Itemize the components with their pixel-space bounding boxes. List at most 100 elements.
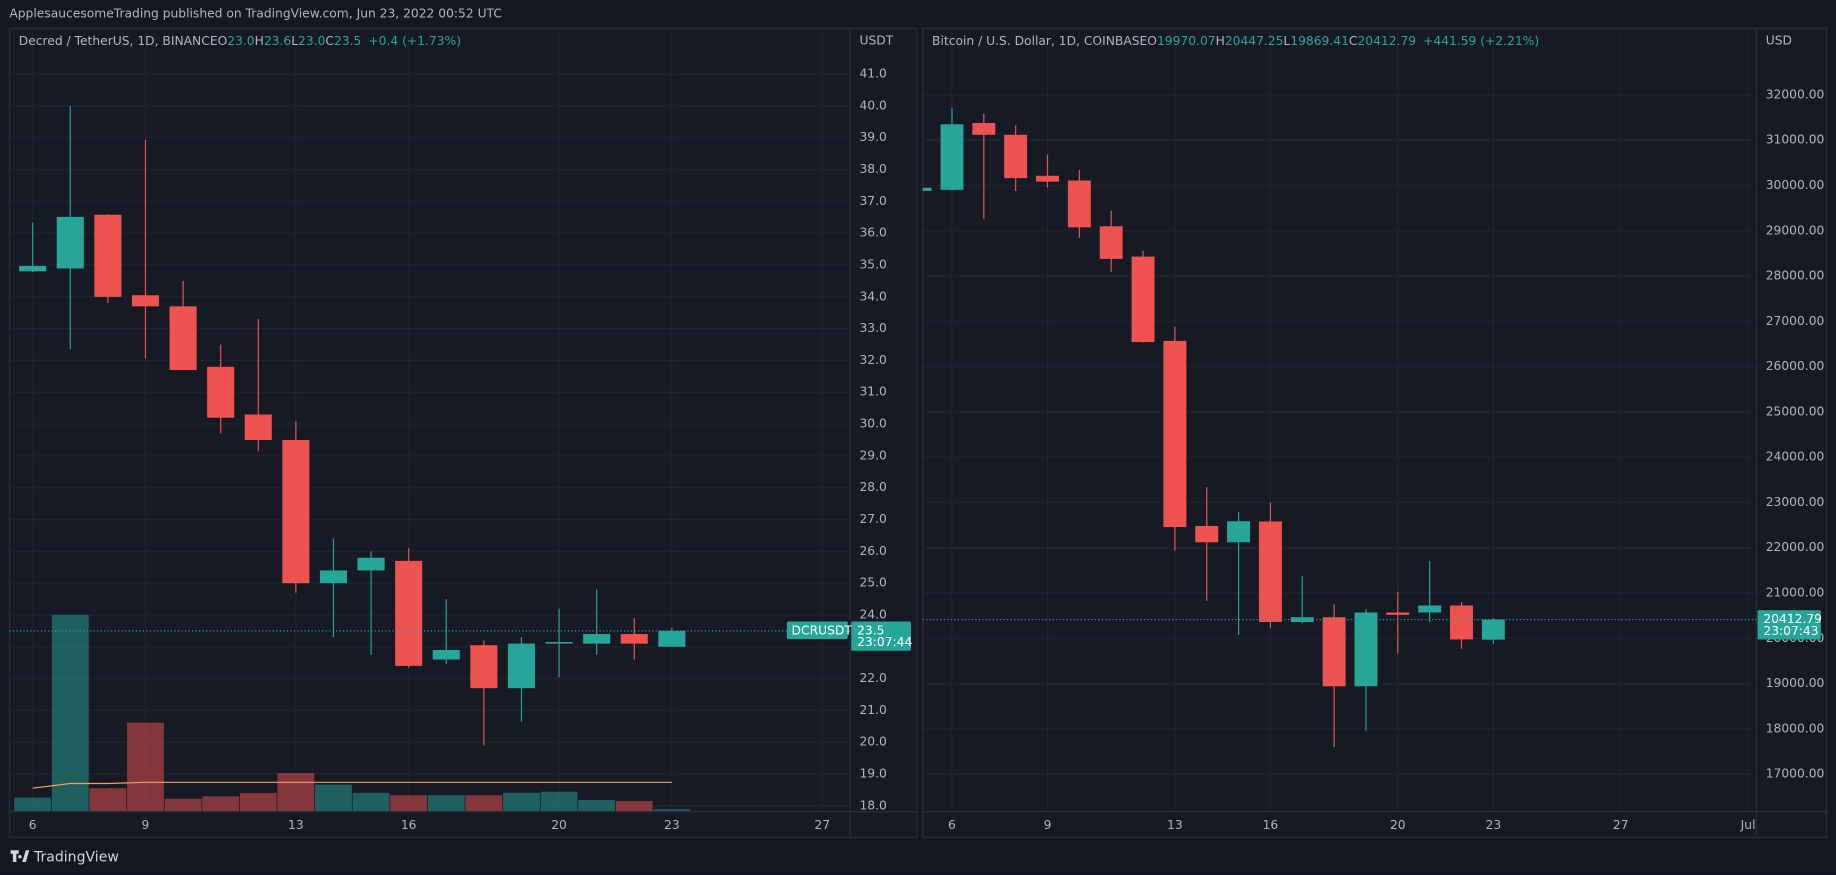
published-note: ApplesaucesomeTrading published on Tradi… [9, 7, 502, 21]
candle-body [545, 642, 573, 644]
legend-title: Bitcoin / U.S. Dollar, 1D, COINBASE [932, 34, 1147, 48]
candle-body [1322, 617, 1346, 687]
logo [10, 850, 30, 862]
candle-body [395, 560, 423, 666]
last-price-label: 20412.79 [1763, 612, 1822, 626]
candle-body [583, 634, 611, 644]
candle-body [357, 557, 385, 571]
brand: TradingView [33, 849, 119, 865]
legend-key: L [1283, 34, 1290, 48]
x-tick-label: 20 [551, 818, 567, 832]
plot [922, 28, 1757, 812]
volume-bar [578, 799, 616, 812]
candle-body [432, 649, 460, 660]
x-tick-label: 27 [1613, 818, 1629, 832]
axis-unit: USDT [859, 34, 893, 48]
y-tick-label: 40.0 [859, 98, 886, 112]
y-tick-label: 29.0 [859, 448, 886, 462]
x-tick-label: 13 [1167, 818, 1183, 832]
candle-body [470, 645, 498, 689]
candle-body [972, 123, 996, 135]
y-tick-label: 21000.00 [1766, 586, 1825, 600]
y-tick-label: 22.0 [859, 671, 886, 685]
legend-key: C [325, 34, 334, 48]
volume-bar [352, 792, 390, 812]
legend-value: 20412.79 [1357, 34, 1416, 48]
legend-key: O [218, 34, 228, 48]
x-tick-label: 9 [142, 818, 150, 832]
x-tick-label: 27 [814, 818, 830, 832]
candle-body [1386, 612, 1410, 615]
x-tick-label: 16 [401, 818, 417, 832]
legend-value: 23.0 [298, 34, 325, 48]
candle-body [19, 265, 47, 272]
y-tick-label: 37.0 [859, 194, 886, 208]
plot [9, 28, 851, 812]
x-tick-label: 16 [1263, 818, 1279, 832]
legend-change: +441.59 (+2.21%) [1423, 34, 1539, 48]
y-tick-label: 26000.00 [1766, 359, 1825, 373]
last-price-label: 23.5 [857, 623, 884, 637]
x-tick-label: 9 [1044, 818, 1052, 832]
x-tick-label: 6 [948, 818, 956, 832]
candle-body [620, 634, 648, 644]
y-tick-label: 30.0 [859, 417, 886, 431]
volume-bar [465, 795, 503, 812]
y-tick-label: 20.0 [859, 735, 886, 749]
candle-body [94, 214, 122, 297]
candle-body [244, 414, 272, 440]
volume-bar [239, 792, 277, 812]
y-tick-label: 32000.00 [1766, 87, 1825, 101]
y-tick-label: 29000.00 [1766, 223, 1825, 237]
y-tick-label: 18.0 [859, 798, 886, 812]
candle-body [1131, 256, 1155, 343]
last-price-tag [851, 621, 911, 651]
symbol-tag-bg [786, 621, 848, 640]
countdown: 23:07:44 [857, 635, 912, 649]
candle-body [1099, 226, 1123, 259]
volume-bar [164, 798, 202, 812]
y-tick-label: 28000.00 [1766, 269, 1825, 283]
y-tick-label: 27000.00 [1766, 314, 1825, 328]
volume-ma-line [32, 781, 672, 789]
volume-bar [503, 792, 540, 812]
y-tick-label: 39.0 [859, 130, 886, 144]
legend-title: Decred / TetherUS, 1D, BINANCE [19, 34, 218, 48]
volume-bar [89, 788, 127, 812]
y-tick-label: 32.0 [859, 353, 886, 367]
y-tick-label: 27.0 [859, 512, 886, 526]
candle-body [507, 643, 536, 689]
y-tick-label: 28.0 [859, 480, 886, 494]
legend-value: 19970.07 [1157, 34, 1216, 48]
legend: Decred / TetherUS, 1D, BINANCEO23.0H23.6… [19, 34, 461, 48]
volume-bar [277, 772, 315, 812]
y-tick-label: 19.0 [859, 767, 886, 781]
legend-key: C [1349, 34, 1358, 48]
candle-body [207, 366, 235, 418]
volume-bar [14, 797, 52, 812]
x-tick-label: 23 [1486, 818, 1502, 832]
volume-bar [51, 614, 89, 812]
y-tick-label: 18000.00 [1766, 721, 1825, 735]
candle-body [1450, 605, 1473, 640]
candle-body [1067, 180, 1091, 228]
y-tick-label: 24000.00 [1766, 450, 1825, 464]
candle-body [658, 630, 686, 647]
x-tick-label: 6 [29, 818, 37, 832]
right-panel [922, 27, 1828, 838]
candle-body [1481, 619, 1505, 640]
legend-key: O [1147, 34, 1157, 48]
volume-bar [202, 796, 240, 812]
y-tick-label: 33.0 [859, 321, 886, 335]
x-tick-label: Jul [1740, 818, 1756, 832]
x-tick-label: 20 [1390, 818, 1406, 832]
candle-body [56, 216, 84, 269]
y-tick-label: 21.0 [859, 703, 886, 717]
y-tick-label: 36.0 [859, 226, 886, 240]
volume-bar [615, 801, 653, 812]
y-tick-label: 22000.00 [1766, 540, 1825, 554]
candle-body [1227, 521, 1251, 543]
y-tick-label: 41.0 [859, 67, 886, 81]
candle-body [1258, 521, 1282, 622]
y-tick-label: 26.0 [859, 544, 886, 558]
